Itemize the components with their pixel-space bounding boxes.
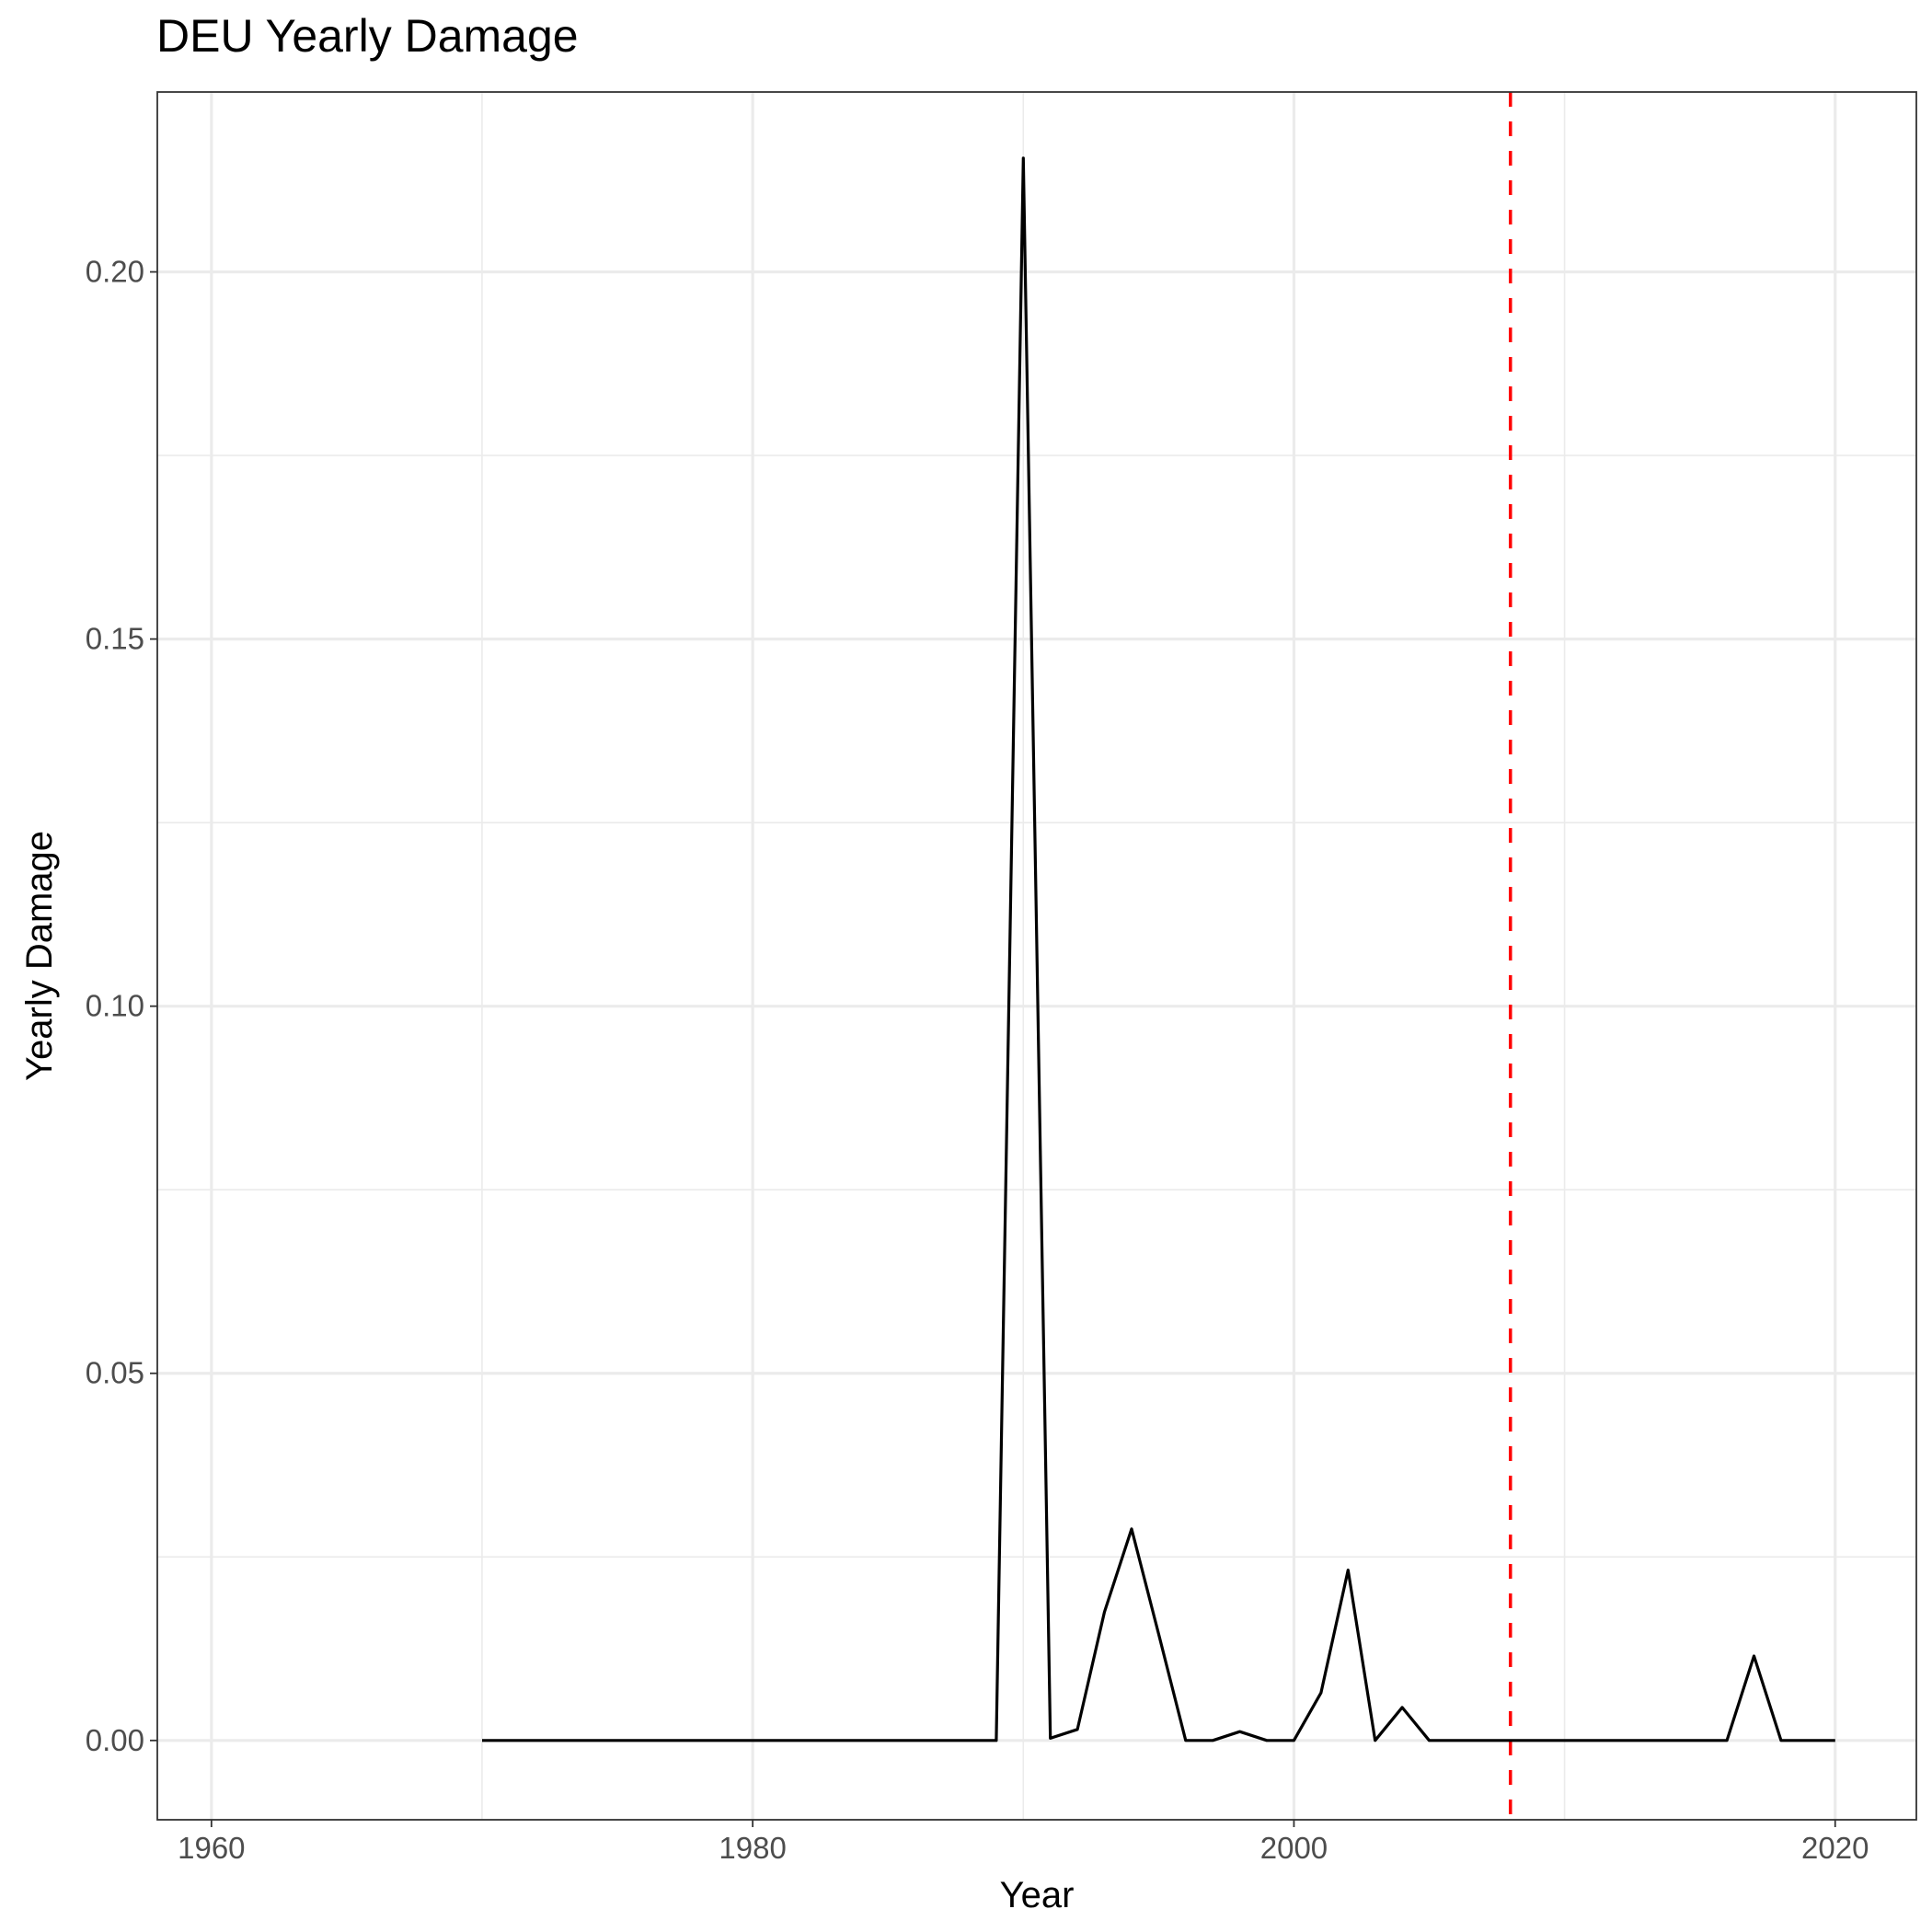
x-tick-label: 2000 <box>1260 1831 1328 1865</box>
y-tick-label: 0.10 <box>86 989 144 1023</box>
y-tick-label: 0.00 <box>86 1723 144 1757</box>
y-tick-label: 0.20 <box>86 255 144 289</box>
series-line <box>482 156 1835 1742</box>
y-axis-title: Yearly Damage <box>19 831 60 1081</box>
x-tick-label: 2020 <box>1801 1831 1869 1865</box>
x-axis-title: Year <box>1000 1875 1075 1915</box>
chart-title: DEU Yearly Damage <box>156 10 579 62</box>
panel-border <box>156 91 1917 1821</box>
y-tick-label: 0.15 <box>86 622 144 656</box>
x-tick-label: 1980 <box>719 1831 786 1865</box>
y-tick-label: 0.05 <box>86 1356 144 1390</box>
x-tick-label: 1960 <box>178 1831 245 1865</box>
